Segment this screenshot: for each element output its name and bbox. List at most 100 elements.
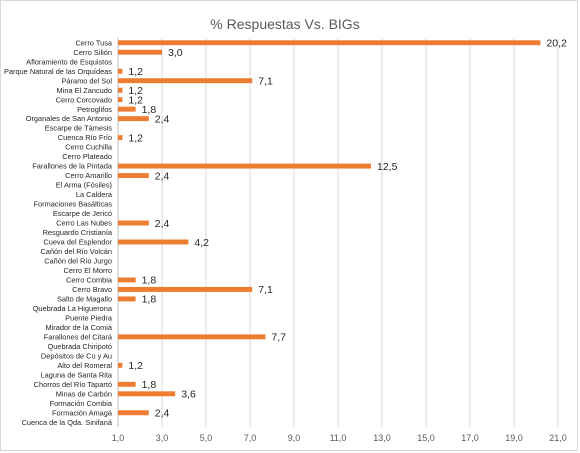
category-label: Cerro Silión xyxy=(73,48,112,57)
data-label: 1,2 xyxy=(128,85,143,97)
category-label: Quebrada Chiripotó xyxy=(47,342,112,351)
category-label: Cerro Corcovado xyxy=(56,95,112,104)
gridlines xyxy=(117,38,559,427)
data-label: 1,8 xyxy=(142,379,157,391)
category-label: Cueva del Esplendor xyxy=(43,238,112,247)
data-label: 1,8 xyxy=(142,294,157,306)
data-label: 7,1 xyxy=(258,284,273,296)
x-tick-label: 13,0 xyxy=(373,433,391,443)
bars xyxy=(118,40,541,416)
x-axis-ticks: 1,0 3,0 5,0 7,0 9,0 11,0 13,0 15,0 17,0 19,0 21,0 xyxy=(112,433,567,443)
x-tick-label: 17,0 xyxy=(461,433,479,443)
bar xyxy=(118,391,176,397)
x-tick-label: 21,0 xyxy=(549,433,567,443)
bar xyxy=(118,362,123,368)
data-label: 1,2 xyxy=(128,132,143,144)
category-label: Puente Piedra xyxy=(65,313,113,322)
data-label: 3,6 xyxy=(181,389,196,401)
bar xyxy=(118,49,162,55)
category-label: La Caldera xyxy=(76,190,113,199)
category-label: Cerro Combia xyxy=(66,276,113,285)
data-label: 2,4 xyxy=(155,170,170,182)
category-label: Escarpe de Jericó xyxy=(53,209,112,218)
category-label: Quebrada La Higuerona xyxy=(33,304,113,313)
category-label: Depósitos de Cu y Au xyxy=(41,351,112,360)
category-label: Cañón del Río Volcán xyxy=(41,247,113,256)
bar xyxy=(118,173,149,179)
bar xyxy=(118,381,136,387)
bar xyxy=(118,163,371,169)
x-tick-label: 19,0 xyxy=(505,433,523,443)
x-tick-label: 1,0 xyxy=(112,433,125,443)
data-label: 1,2 xyxy=(128,66,143,78)
category-label: Cerro El Morro xyxy=(64,266,112,275)
category-label: Farallones del Citará xyxy=(44,332,113,341)
data-label: 7,1 xyxy=(258,75,273,87)
category-label: Laguna de Santa Rita xyxy=(41,370,113,379)
x-tick-label: 5,0 xyxy=(200,433,213,443)
category-label: Cuenca de la Qda. Sinifaná xyxy=(22,418,113,427)
category-label: Cerro Amarillo xyxy=(65,171,112,180)
bar xyxy=(118,286,253,292)
category-label: Farallones de la Pintada xyxy=(32,162,113,171)
data-label: 1,8 xyxy=(142,275,157,287)
category-label: Chorros del Río Tapartó xyxy=(34,380,112,389)
bar xyxy=(118,135,123,141)
category-label: Formación Combia xyxy=(50,399,113,408)
bar xyxy=(118,97,123,103)
data-label: 3,0 xyxy=(168,47,183,59)
category-label: El Arma (Fósiles) xyxy=(56,181,112,190)
bar xyxy=(118,296,136,302)
category-label: Escarpe de Támesis xyxy=(45,124,113,133)
data-label: 1,2 xyxy=(128,94,143,106)
category-label: Cerro Bravo xyxy=(72,285,112,294)
bar xyxy=(118,334,266,340)
bar xyxy=(118,116,149,122)
category-label: Resguardo Cristianía xyxy=(43,228,113,237)
bar xyxy=(118,239,189,245)
x-tick-label: 7,0 xyxy=(244,433,257,443)
category-label: Petroglifos xyxy=(77,105,112,114)
data-labels: 20,23,01,27,11,21,21,82,41,212,52,42,44,… xyxy=(128,38,567,420)
category-label: Mina El Zancudo xyxy=(57,86,112,95)
category-label: Minas de Carbón xyxy=(56,389,112,398)
category-label: Formación Amagá xyxy=(52,408,113,417)
category-label: Cerro Tusa xyxy=(75,38,112,47)
category-label: Formaciones Basálticas xyxy=(34,200,113,209)
category-label: Cuenca Río Frío xyxy=(58,133,112,142)
data-label: 1,8 xyxy=(142,104,157,116)
category-label: Cerro Las Nubes xyxy=(56,219,112,228)
data-label: 20,2 xyxy=(546,38,567,50)
chart-title: % Respuestas Vs. BIGs xyxy=(210,16,359,32)
bar xyxy=(118,277,136,283)
category-label: Cañón del Río Jurgo xyxy=(44,257,112,266)
data-label: 2,4 xyxy=(155,113,170,125)
x-tick-label: 11,0 xyxy=(330,433,347,443)
category-label: Afloramiento de Esquistos xyxy=(26,57,112,66)
category-label: Mirador de la Comiá xyxy=(45,323,112,332)
category-label: Salto de Magallo xyxy=(57,295,112,304)
category-label: Páramo del Sol xyxy=(61,76,112,85)
data-label: 7,7 xyxy=(271,332,286,344)
bar xyxy=(118,78,253,84)
x-tick-label: 9,0 xyxy=(288,433,301,443)
bar xyxy=(118,106,136,112)
bar xyxy=(118,68,123,74)
data-label: 12,5 xyxy=(377,161,398,173)
x-tick-label: 3,0 xyxy=(156,433,169,443)
data-label: 4,2 xyxy=(194,237,209,249)
bar xyxy=(118,410,149,416)
bar xyxy=(118,87,123,93)
category-label: Cerro Cuchilla xyxy=(65,143,113,152)
data-label: 2,4 xyxy=(155,408,170,420)
category-label: Cerro Plateado xyxy=(62,152,112,161)
category-label: Parque Natural de las Orquídeas xyxy=(4,67,112,76)
category-label: Alto del Romeral xyxy=(57,361,112,370)
bar xyxy=(118,220,149,226)
x-tick-label: 15,0 xyxy=(417,433,435,443)
data-label: 2,4 xyxy=(155,218,170,230)
bar xyxy=(118,40,541,46)
